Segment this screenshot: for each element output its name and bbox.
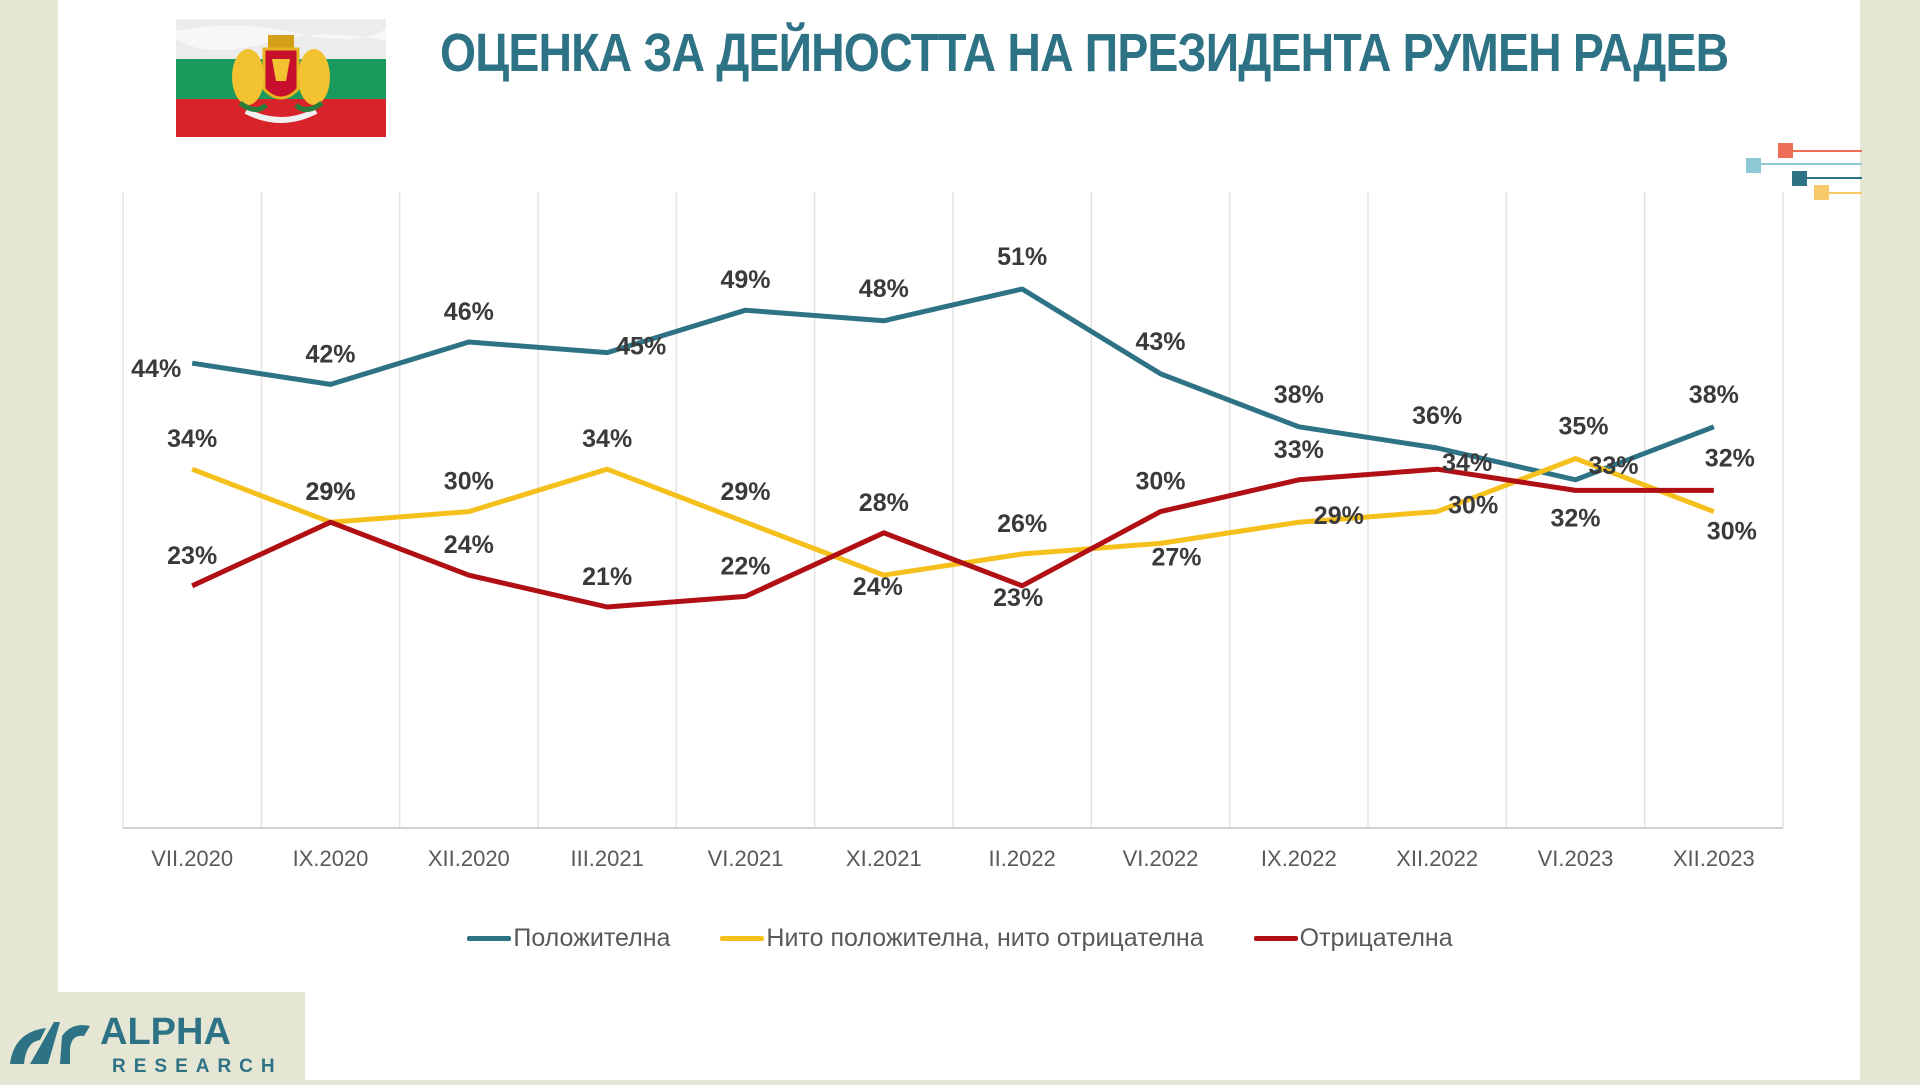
data-label: 33% (1274, 436, 1324, 464)
data-label: 22% (720, 552, 770, 580)
data-label: 48% (859, 275, 909, 303)
data-label: 46% (444, 298, 494, 326)
data-label: 30% (444, 468, 494, 496)
x-tick-label: VI.2021 (708, 846, 784, 871)
x-tick-label: XII.2022 (1396, 846, 1478, 871)
data-label: 44% (131, 355, 181, 383)
chart-legend: Положителна Нито положителна, нито отриц… (0, 924, 1920, 953)
data-label: 30% (1707, 518, 1757, 546)
legend-item-negative[interactable]: Отрицателна (1254, 924, 1453, 953)
logo-name: ALPHA (100, 1011, 231, 1053)
alpha-research-mark-icon (10, 1022, 90, 1064)
data-label: 34% (582, 425, 632, 453)
data-label: 34% (167, 425, 217, 453)
data-label: 38% (1274, 381, 1324, 409)
data-label: 30% (1448, 492, 1498, 520)
data-label: 26% (997, 510, 1047, 538)
x-tick-label: II.2022 (989, 846, 1056, 871)
data-label: 24% (444, 531, 494, 559)
data-label: 45% (616, 333, 666, 361)
logo-sub: RESEARCH (112, 1056, 283, 1077)
data-label: 51% (997, 243, 1047, 271)
data-label: 29% (1314, 502, 1364, 530)
data-label: 33% (1588, 452, 1638, 480)
data-label: 32% (1550, 504, 1600, 532)
legend-swatch-positive (467, 936, 511, 941)
data-label: 32% (1705, 444, 1755, 472)
x-tick-label: IX.2020 (293, 846, 369, 871)
data-label: 29% (720, 478, 770, 506)
x-tick-label: IX.2022 (1261, 846, 1337, 871)
data-label: 35% (1558, 413, 1608, 441)
legend-item-neutral[interactable]: Нито положителна, нито отрицателна (720, 924, 1203, 953)
x-tick-label: VII.2020 (151, 846, 233, 871)
legend-swatch-neutral (720, 936, 764, 941)
data-label: 43% (1135, 328, 1185, 356)
data-label: 38% (1689, 381, 1739, 409)
data-label: 34% (1442, 449, 1492, 477)
x-tick-label: VI.2023 (1538, 846, 1614, 871)
data-label: 23% (993, 584, 1043, 612)
data-label: 28% (859, 489, 909, 517)
legend-label: Положителна (513, 924, 670, 953)
data-label: 24% (853, 573, 903, 601)
data-label: 30% (1135, 468, 1185, 496)
data-label: 27% (1151, 543, 1201, 571)
legend-swatch-negative (1254, 936, 1298, 941)
data-label: 42% (305, 340, 355, 368)
alpha-research-logo: ALPHA RESEARCH (0, 992, 305, 1080)
data-label: 49% (720, 266, 770, 294)
data-label: 21% (582, 563, 632, 591)
data-label: 23% (167, 542, 217, 570)
x-tick-label: XII.2020 (428, 846, 510, 871)
x-tick-label: XI.2021 (846, 846, 922, 871)
data-label: 36% (1412, 402, 1462, 430)
data-label: 29% (305, 478, 355, 506)
legend-item-positive[interactable]: Положителна (467, 924, 670, 953)
x-tick-label: VI.2022 (1123, 846, 1199, 871)
x-tick-label: XII.2023 (1673, 846, 1755, 871)
legend-label: Нито положителна, нито отрицателна (766, 924, 1203, 953)
legend-label: Отрицателна (1300, 924, 1453, 953)
x-tick-label: III.2021 (570, 846, 643, 871)
